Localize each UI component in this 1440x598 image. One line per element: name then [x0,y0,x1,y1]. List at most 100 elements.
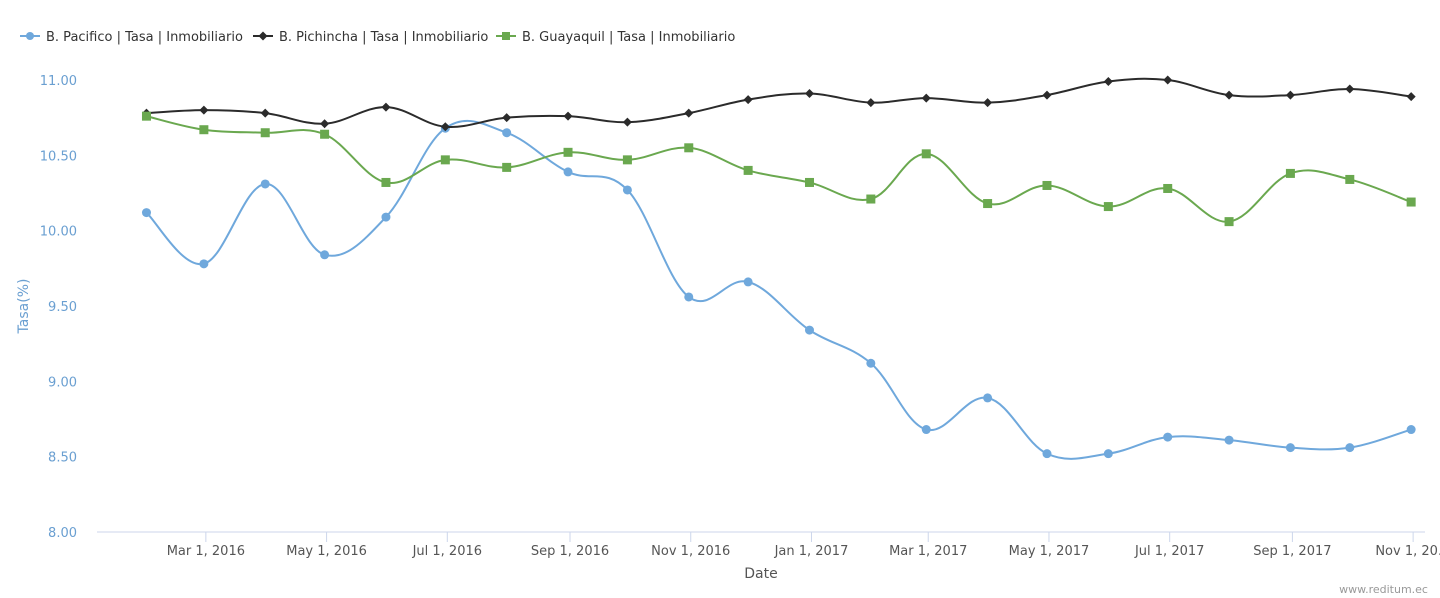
data-point[interactable] [1224,217,1234,227]
y-axis: 8.00 8.50 9.00 9.50 10.00 10.50 11.00 [40,74,77,541]
legend-item-pacifico[interactable]: B. Pacifico | Tasa | Inmobiliario [20,30,243,45]
y-tick-label: 8.50 [48,451,77,466]
data-point[interactable] [381,102,391,112]
data-point[interactable] [866,358,876,368]
data-point[interactable] [260,108,270,118]
data-point[interactable] [440,155,450,165]
data-point[interactable] [563,111,573,121]
y-tick-label: 10.00 [40,225,77,240]
data-point[interactable] [1103,449,1113,459]
data-point[interactable] [622,185,632,195]
x-tick-label: Nov 1, 2016 [651,544,730,559]
x-tick-label: Jul 1, 2017 [1134,544,1204,559]
data-point[interactable] [684,108,694,118]
data-point[interactable] [1103,77,1113,87]
x-tick-label: Mar 1, 2017 [889,544,967,559]
series-line [145,119,1412,460]
y-tick-label: 10.50 [40,149,77,164]
data-point[interactable] [141,208,151,218]
series-layer [141,75,1416,460]
y-tick-label: 8.00 [48,526,77,541]
x-tick-label: Jan 1, 2017 [774,544,849,559]
data-point[interactable] [983,393,993,403]
data-point[interactable] [743,165,753,175]
data-point[interactable] [622,155,632,165]
data-point[interactable] [320,250,330,260]
data-point[interactable] [1224,90,1234,100]
data-point[interactable] [1224,435,1234,445]
data-point[interactable] [320,129,330,139]
data-point[interactable] [141,111,151,121]
data-point[interactable] [381,177,391,187]
data-point[interactable] [921,93,931,103]
data-point[interactable] [1163,183,1173,193]
legend-label: B. Guayaquil | Tasa | Inmobiliario [522,30,735,45]
data-point[interactable] [1285,168,1295,178]
data-point[interactable] [921,149,931,159]
data-point[interactable] [1163,432,1173,442]
data-point[interactable] [1042,90,1052,100]
series-line [146,77,1412,128]
y-tick-label: 11.00 [40,74,77,89]
data-point[interactable] [1042,180,1052,190]
data-point[interactable] [1163,75,1173,85]
data-point[interactable] [622,117,632,127]
x-tick-label: May 1, 2016 [286,544,367,559]
data-point[interactable] [199,125,209,135]
data-point[interactable] [684,292,694,302]
series-guayaquil [141,111,1416,227]
data-point[interactable] [1406,197,1416,207]
x-tick-label: Sep 1, 2017 [1253,544,1331,559]
x-tick-label: Jul 1, 2016 [412,544,482,559]
data-point[interactable] [866,194,876,204]
y-axis-title: Tasa(%) [16,279,32,335]
data-point[interactable] [563,167,573,177]
x-tick-label: Mar 1, 2016 [167,544,245,559]
data-point[interactable] [199,259,209,269]
data-point[interactable] [260,128,270,138]
data-point[interactable] [440,122,450,132]
series-pichincha [141,75,1416,132]
data-point[interactable] [1345,443,1355,453]
data-point[interactable] [684,143,694,153]
credit-link[interactable]: www.reditum.ec [1339,583,1428,596]
legend-label: B. Pacifico | Tasa | Inmobiliario [46,30,243,45]
data-point[interactable] [1406,92,1416,102]
data-point[interactable] [804,325,814,335]
data-point[interactable] [502,128,512,138]
data-point[interactable] [1103,202,1113,212]
data-point[interactable] [743,277,753,287]
legend: B. Pacifico | Tasa | Inmobiliario B. Pic… [20,30,735,45]
data-point[interactable] [1042,449,1052,459]
data-point[interactable] [921,425,931,435]
series-pacifico [141,119,1416,460]
data-point[interactable] [983,98,993,108]
diamond-marker-icon [258,31,268,41]
legend-item-guayaquil[interactable]: B. Guayaquil | Tasa | Inmobiliario [496,30,735,45]
legend-item-pichincha[interactable]: B. Pichincha | Tasa | Inmobiliario [253,30,488,45]
data-point[interactable] [199,105,209,115]
data-point[interactable] [1406,425,1416,435]
data-point[interactable] [381,212,391,222]
data-point[interactable] [804,89,814,99]
data-point[interactable] [502,113,512,123]
data-point[interactable] [1285,443,1295,453]
x-tick-label: Sep 1, 2016 [531,544,609,559]
x-tick-label: Nov 1, 20… [1375,544,1440,559]
data-point[interactable] [866,98,876,108]
data-point[interactable] [1345,174,1355,184]
legend-label: B. Pichincha | Tasa | Inmobiliario [279,30,488,45]
data-point[interactable] [983,199,993,209]
data-point[interactable] [260,179,270,189]
data-point[interactable] [320,119,330,129]
data-point[interactable] [502,162,512,172]
data-point[interactable] [1285,90,1295,100]
data-point[interactable] [804,177,814,187]
x-tick-label: May 1, 2017 [1009,544,1090,559]
data-point[interactable] [1345,84,1355,94]
y-tick-label: 9.00 [48,375,77,390]
x-axis: Mar 1, 2016 May 1, 2016 Jul 1, 2016 Sep 1, … [97,531,1440,559]
data-point[interactable] [563,147,573,157]
data-point[interactable] [743,95,753,105]
